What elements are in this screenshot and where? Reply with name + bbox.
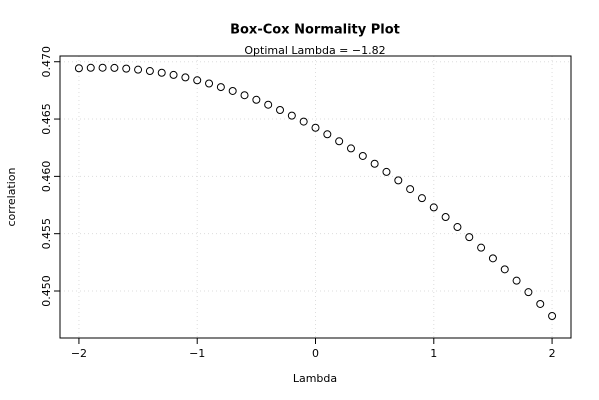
point [417, 194, 426, 203]
x-tick-label: −2 [71, 347, 87, 360]
point [441, 213, 450, 222]
point [157, 68, 166, 77]
point [394, 176, 403, 185]
point [86, 63, 95, 72]
point [477, 243, 486, 252]
point [311, 123, 320, 132]
point [276, 105, 285, 114]
point [98, 63, 107, 72]
y-tick-label: 0.465 [40, 103, 53, 135]
x-tick-label: 0 [312, 347, 319, 360]
point [346, 144, 355, 153]
point [252, 95, 261, 104]
point [358, 151, 367, 160]
point [216, 83, 225, 92]
point [110, 63, 119, 72]
point [500, 265, 509, 274]
point [122, 64, 131, 73]
point [193, 76, 202, 85]
point [465, 233, 474, 242]
point [299, 117, 308, 126]
point [181, 73, 190, 82]
point [536, 299, 545, 308]
point [429, 203, 438, 212]
point [512, 276, 521, 285]
x-axis-label: Lambda [293, 372, 337, 385]
y-tick-label: 0.470 [40, 46, 53, 77]
plot-frame [59, 55, 572, 339]
point [335, 137, 344, 146]
point [370, 159, 379, 168]
chart-title: Box-Cox Normality Plot [230, 23, 400, 38]
y-axis-label: correlation [5, 167, 18, 226]
x-tick-label: 1 [430, 347, 437, 360]
point [453, 223, 462, 232]
point [524, 288, 533, 297]
point [240, 91, 249, 100]
x-tick-label: −1 [189, 347, 205, 360]
point [488, 254, 497, 263]
y-tick-label: 0.455 [40, 218, 53, 250]
point [134, 65, 143, 74]
point [264, 100, 273, 109]
point [406, 185, 415, 194]
point [548, 311, 557, 320]
point [323, 130, 332, 139]
point [205, 79, 214, 88]
x-tick-label: 2 [549, 347, 556, 360]
chart-subtitle: Optimal Lambda = −1.82 [244, 44, 385, 57]
y-tick-label: 0.460 [40, 161, 53, 193]
y-tick-label: 0.450 [40, 275, 53, 307]
point [145, 67, 154, 76]
point [287, 111, 296, 120]
point [169, 70, 178, 79]
point [228, 86, 237, 95]
point [382, 167, 391, 176]
point [74, 64, 83, 73]
